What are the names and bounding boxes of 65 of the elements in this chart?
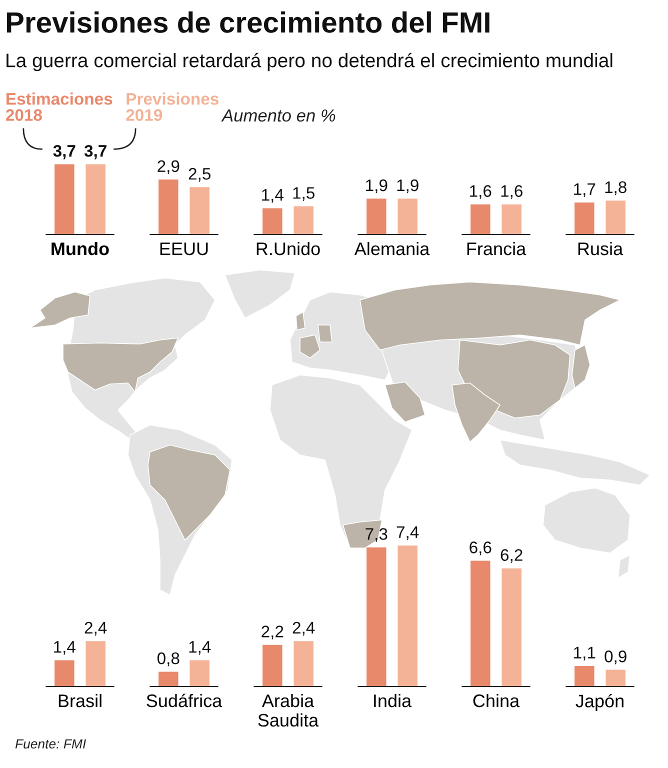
bar — [294, 206, 314, 235]
bar — [190, 660, 210, 687]
chart-subtitle: La guerra comercial retardará pero no detendrá el crecimiento mundial — [6, 52, 612, 72]
data-label: 1,9 — [366, 179, 388, 194]
data-label: 1,6 — [470, 185, 492, 199]
x-tick-label: Francia — [467, 242, 526, 256]
bar — [54, 164, 74, 235]
x-tick-label: Sudáfrica — [146, 694, 222, 708]
data-label: 1,7 — [574, 183, 596, 197]
bar — [158, 672, 178, 687]
data-label: 1,4 — [54, 641, 76, 655]
data-label: 1,5 — [293, 187, 314, 201]
bar — [606, 670, 626, 687]
bar — [502, 568, 522, 687]
data-label: 2,2 — [262, 626, 284, 640]
data-label: 2,9 — [158, 160, 180, 174]
x-tick-label: Rusia — [578, 242, 624, 256]
source-note: Fuente: FMI — [15, 739, 86, 749]
bar — [86, 164, 106, 235]
bar — [366, 198, 386, 235]
chart-title: Previsiones de crecimiento del FMI — [6, 11, 490, 33]
x-tick-label: Brasil — [58, 694, 102, 708]
data-label: 0,8 — [157, 652, 180, 666]
bar — [86, 641, 106, 687]
bar — [190, 187, 210, 235]
data-label: 1,8 — [605, 181, 626, 196]
data-label: 0,9 — [604, 650, 626, 664]
x-tick-label: China — [473, 694, 520, 708]
bar — [158, 180, 178, 235]
data-label: 7,3 — [366, 528, 388, 542]
bar — [606, 200, 626, 235]
data-label: 1,9 — [397, 179, 418, 194]
bar — [294, 641, 314, 687]
data-label: 7,4 — [396, 526, 419, 540]
data-label: 2,4 — [84, 622, 107, 636]
bar — [262, 644, 282, 687]
bar — [470, 204, 490, 235]
x-tick-label: Mundo — [52, 242, 109, 256]
data-label: 2,4 — [292, 622, 315, 636]
bar — [54, 660, 74, 687]
x-tick-label: EEUU — [160, 242, 208, 256]
x-tick-label: India — [374, 694, 412, 708]
data-label: 1,4 — [189, 641, 211, 655]
data-label: 1,4 — [262, 189, 284, 203]
bar — [470, 560, 490, 687]
bar — [398, 198, 418, 235]
x-tick-label: Japón — [576, 694, 624, 711]
data-label: 1,1 — [574, 646, 596, 660]
x-tick-label: R.Unido — [256, 242, 320, 256]
bar — [262, 208, 282, 235]
bar — [574, 666, 594, 687]
bar — [398, 545, 418, 687]
data-label: 3,7 — [53, 144, 76, 160]
bar — [502, 204, 522, 235]
x-tick-label: Arabia Saudita — [258, 694, 319, 727]
data-label: 6,2 — [500, 549, 522, 563]
text: Estimaciones 2018 — [6, 92, 112, 121]
data-label: 3,7 — [84, 144, 106, 160]
data-label: 2,5 — [188, 168, 210, 182]
text: Aumento en % — [221, 109, 336, 122]
x-tick-label: Alemania — [354, 242, 430, 256]
data-label: 1,6 — [501, 185, 522, 199]
data-label: 6,6 — [470, 542, 492, 556]
text: Previsiones 2019 — [126, 92, 218, 121]
bar — [574, 202, 594, 235]
